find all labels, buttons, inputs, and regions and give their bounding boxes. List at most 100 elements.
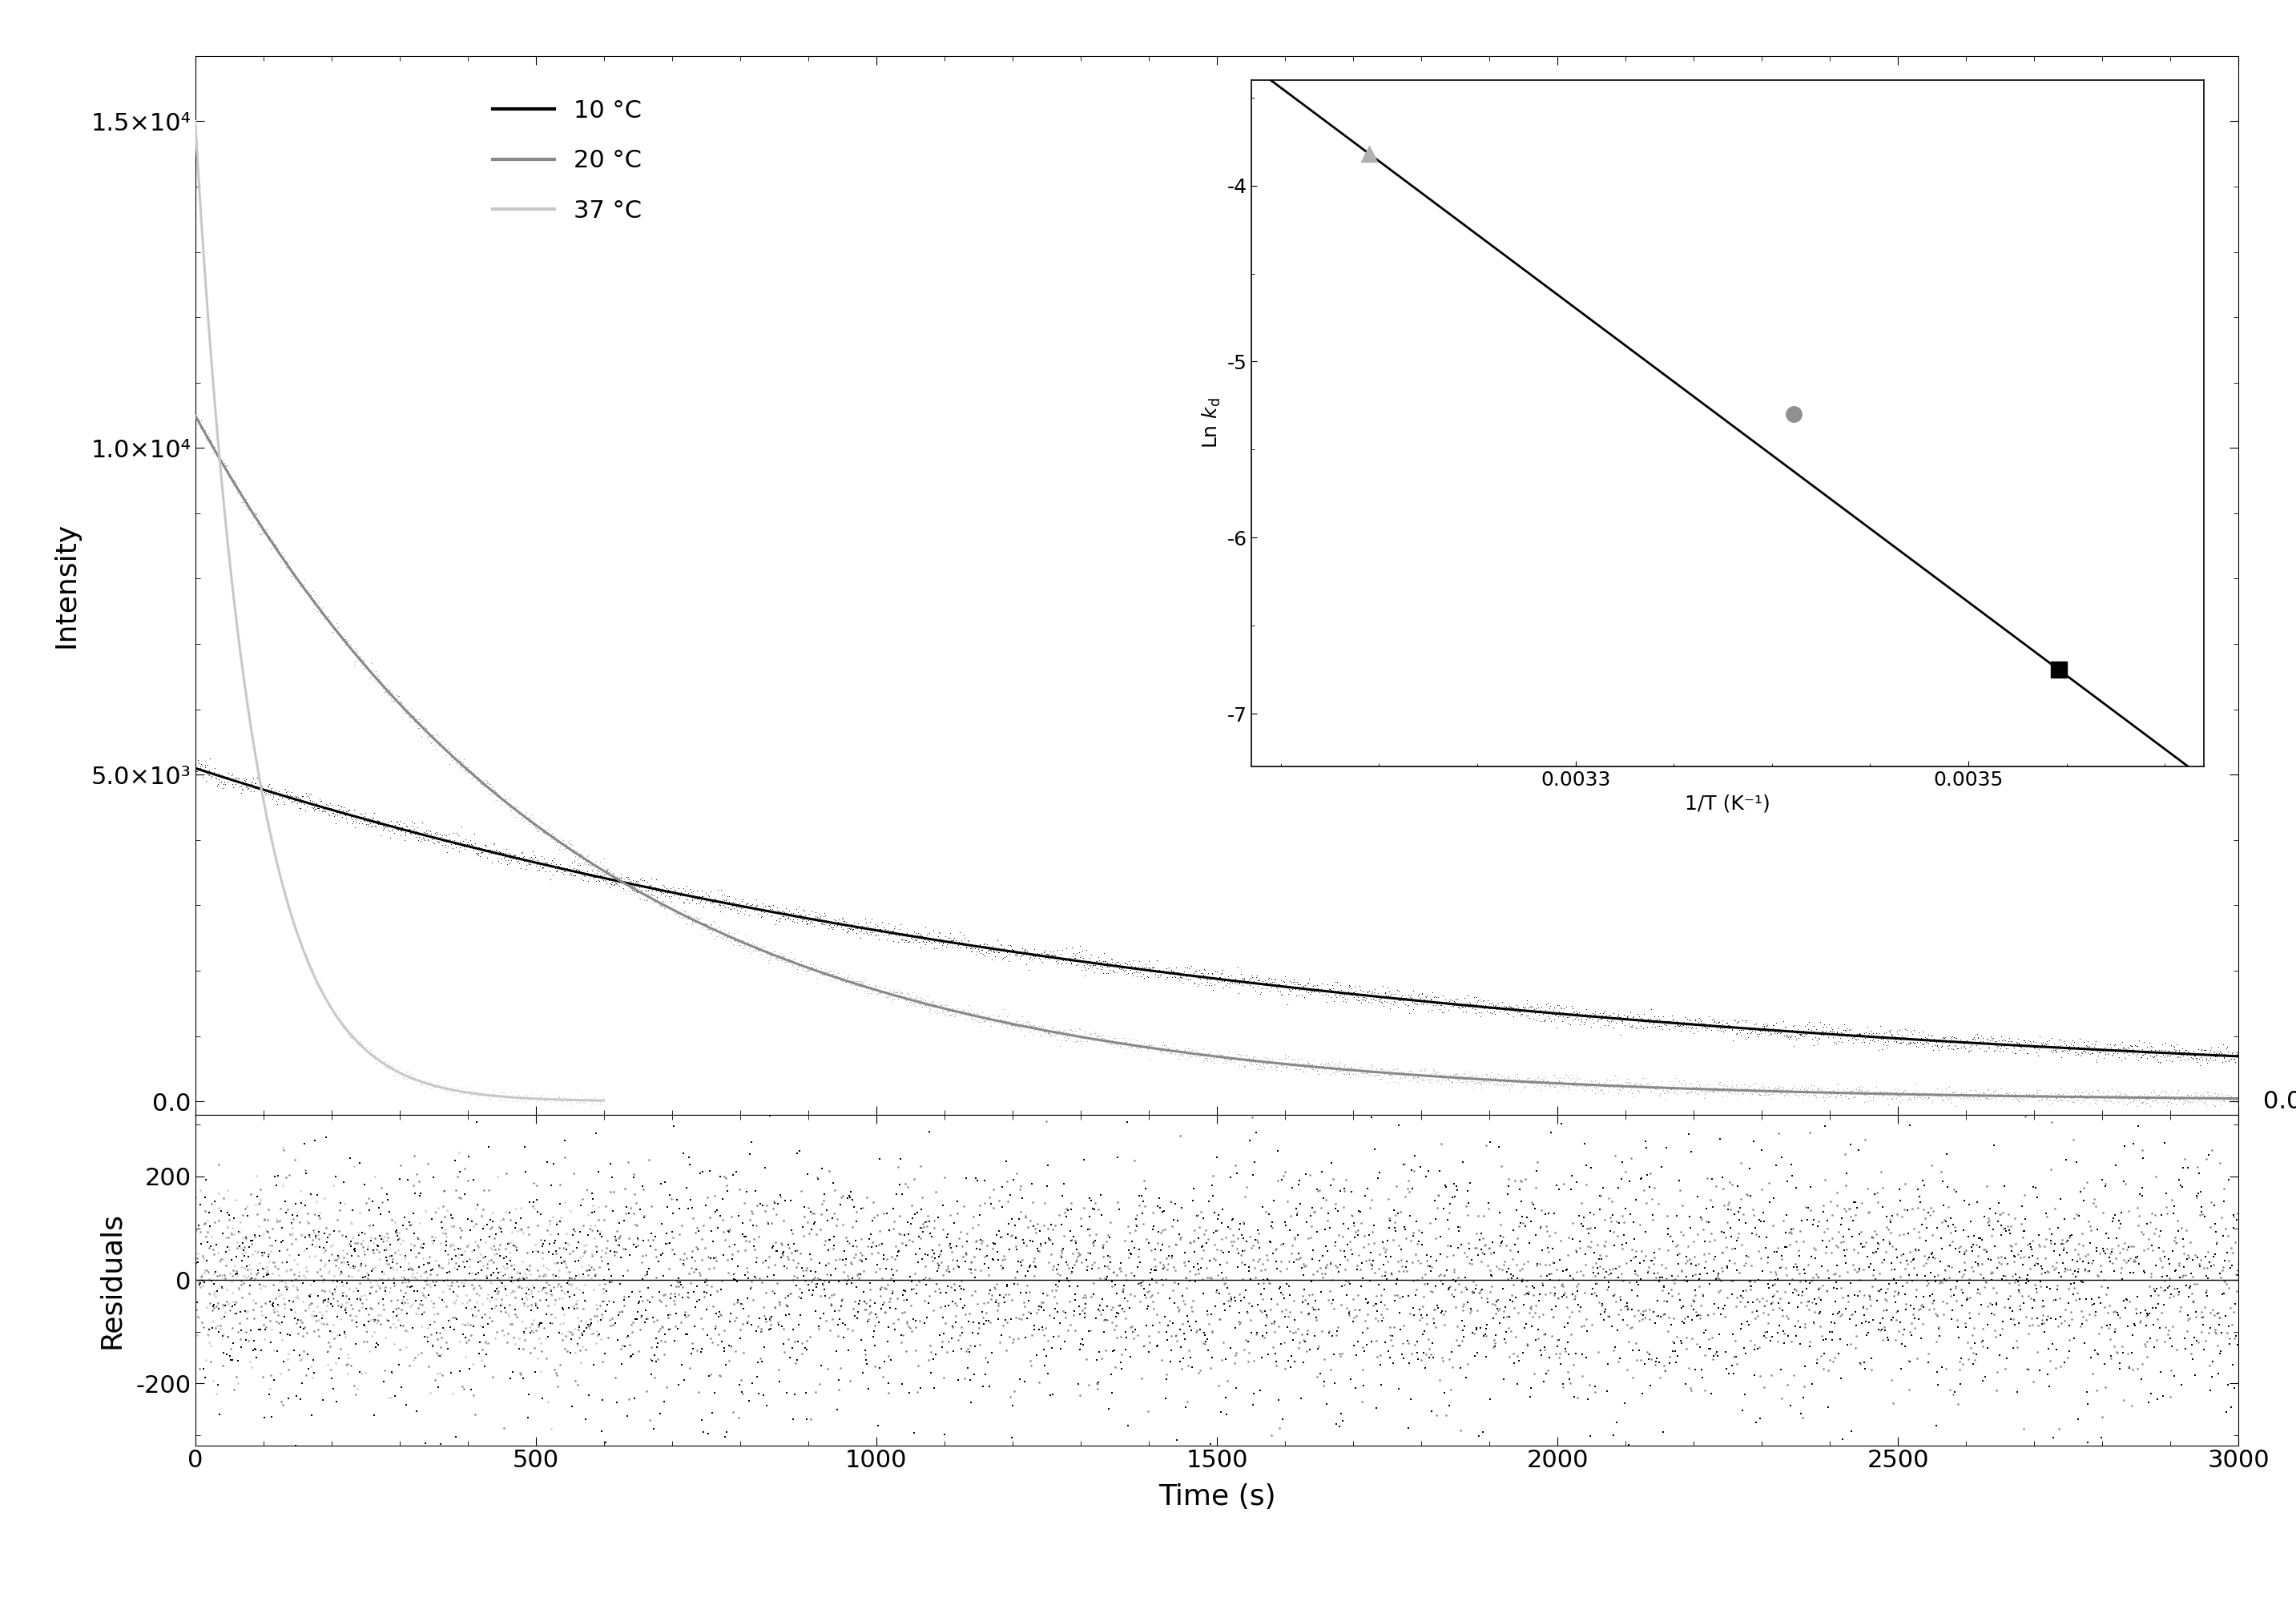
Point: [416, 1073, 452, 1099]
Point: [581, 1089, 618, 1115]
Point: [1766, 1330, 1802, 1356]
Point: [1591, 1305, 1628, 1330]
Point: [1800, 1284, 1837, 1310]
Point: [1763, 1303, 1800, 1329]
Point: [1417, 1059, 1453, 1084]
Point: [1529, 1263, 1566, 1289]
Point: [489, 1303, 526, 1329]
Point: [2126, 1088, 2163, 1113]
Point: [321, 621, 358, 647]
Point: [209, 458, 246, 484]
Point: [202, 763, 239, 789]
Point: [204, 1353, 241, 1378]
Point: [324, 623, 360, 648]
Point: [264, 1310, 301, 1335]
Point: [434, 1305, 471, 1330]
Point: [2092, 1294, 2128, 1319]
Point: [1646, 1359, 1683, 1385]
Point: [1093, 1027, 1130, 1052]
Point: [400, 1068, 436, 1094]
Point: [1947, 1028, 1984, 1054]
Point: [1520, 1303, 1557, 1329]
Point: [712, 923, 748, 949]
Point: [1235, 974, 1272, 1000]
Point: [650, 894, 687, 920]
Point: [1075, 952, 1111, 977]
Point: [1692, 1337, 1729, 1362]
Point: [1981, 1035, 2018, 1060]
Point: [905, 1266, 941, 1292]
Point: [638, 867, 675, 893]
Point: [1508, 1003, 1545, 1028]
Point: [1628, 1338, 1665, 1364]
Point: [340, 639, 377, 664]
Point: [689, 1244, 726, 1270]
Point: [1534, 1070, 1570, 1096]
Point: [517, 843, 553, 869]
Point: [2089, 1314, 2126, 1340]
Point: [1417, 985, 1453, 1011]
Point: [579, 858, 615, 883]
Point: [1311, 1062, 1348, 1088]
Point: [1453, 1068, 1490, 1094]
Point: [434, 744, 471, 770]
Point: [1658, 1233, 1694, 1258]
Point: [1807, 1081, 1844, 1107]
Point: [1341, 1329, 1378, 1354]
Point: [234, 505, 271, 530]
Point: [280, 1258, 317, 1284]
Point: [202, 1402, 239, 1428]
Point: [1006, 1014, 1042, 1040]
Point: [1995, 1084, 2032, 1110]
Point: [1651, 1068, 1688, 1094]
Point: [1389, 1249, 1426, 1274]
Point: [579, 862, 615, 888]
Point: [2071, 1302, 2108, 1327]
Point: [1878, 1028, 1915, 1054]
Point: [2082, 1036, 2119, 1062]
Point: [1786, 1311, 1823, 1337]
Point: [413, 827, 450, 853]
Point: [432, 832, 468, 858]
Point: [1336, 1297, 1373, 1322]
Point: [1715, 1016, 1752, 1041]
Point: [335, 1278, 372, 1303]
Point: [1472, 1000, 1508, 1025]
Point: [643, 1289, 680, 1314]
Point: [358, 808, 395, 834]
Point: [230, 490, 266, 516]
Point: [2000, 1335, 2037, 1361]
Point: [1931, 1086, 1968, 1112]
Point: [2041, 1286, 2078, 1311]
Point: [1091, 1255, 1127, 1281]
Point: [200, 767, 236, 792]
Point: [1844, 1231, 1880, 1257]
Point: [776, 907, 813, 933]
Point: [2218, 1040, 2255, 1065]
Point: [1596, 1233, 1632, 1258]
Point: [1977, 1201, 2014, 1226]
Point: [468, 845, 505, 870]
Point: [473, 838, 510, 864]
Point: [1056, 1019, 1093, 1044]
Point: [732, 933, 769, 958]
Point: [654, 901, 691, 926]
Point: [386, 1284, 422, 1310]
Point: [2004, 1083, 2041, 1108]
Point: [620, 875, 657, 901]
Point: [512, 1314, 549, 1340]
Point: [452, 765, 489, 791]
Point: [2110, 1353, 2147, 1378]
Point: [546, 1250, 583, 1276]
Point: [507, 856, 544, 882]
Point: [1688, 1196, 1724, 1222]
Point: [2115, 1036, 2151, 1062]
Point: [1942, 1035, 1979, 1060]
Point: [379, 1059, 416, 1084]
Point: [583, 1238, 620, 1263]
Point: [308, 989, 344, 1014]
Point: [1717, 1078, 1754, 1104]
Point: [2156, 1086, 2193, 1112]
Point: [1697, 1226, 1733, 1252]
Point: [2204, 1281, 2241, 1306]
